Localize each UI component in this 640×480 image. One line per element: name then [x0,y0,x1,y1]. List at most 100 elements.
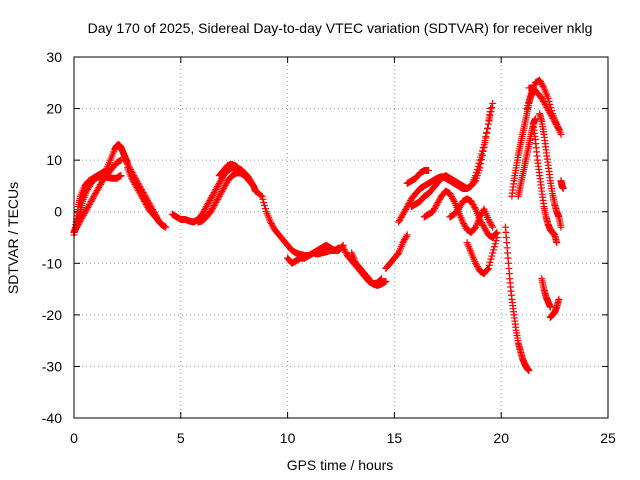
data-point [80,210,88,218]
data-point [489,99,497,107]
data-point [203,201,211,209]
data-point [460,221,468,229]
data-point [557,223,565,231]
y-tick-label: 0 [54,204,62,220]
data-series-arc-23 [514,115,539,200]
data-point [478,220,486,228]
data-point [433,200,441,208]
data-point [83,205,91,213]
data-point [75,219,83,227]
data-point [134,185,142,193]
data-point [88,196,96,204]
data-point [261,202,269,210]
data-point [478,150,486,158]
data-point [213,184,221,192]
data-point [400,209,408,217]
chart-title: Day 170 of 2025, Sidereal Day-to-day VTE… [88,20,593,36]
data-point [267,218,275,226]
data-point [549,114,557,122]
x-tick-label: 10 [280,430,296,446]
data-point [89,194,97,202]
data-point [525,98,533,106]
x-tick-label: 5 [177,430,185,446]
data-point [205,198,213,206]
data-point [338,242,346,250]
data-point [216,178,224,186]
data-series-arc-25 [525,84,563,133]
data-point [473,165,481,173]
data-point [472,172,480,180]
data-points [70,76,567,375]
data-point [472,261,480,269]
data-point [212,198,220,206]
data-point [342,248,350,256]
data-point [474,162,482,170]
data-series-arc-30 [557,177,567,193]
data-point [207,208,215,216]
data-point [481,137,489,145]
data-point [431,205,439,213]
data-point [207,195,215,203]
data-point [457,200,465,208]
data-point [208,205,216,213]
data-series-arc-20 [403,166,433,187]
data-point [544,105,552,113]
data-point [488,104,496,112]
data-point [488,222,496,230]
data-point [486,112,494,120]
data-point [557,130,565,138]
data-point [135,187,143,195]
data-point [138,193,146,201]
data-point [132,182,140,190]
data-series-arc-26 [529,120,561,247]
data-point [396,216,404,224]
data-point [489,249,497,257]
y-tick-label: 30 [46,49,62,65]
data-point [201,206,209,214]
data-point [429,208,437,216]
data-point [258,192,266,200]
data-point [554,124,562,132]
data-point [220,183,228,191]
data-point [199,209,207,217]
data-point [486,219,494,227]
data-point [78,214,86,222]
data-point [217,189,225,197]
data-point [484,215,492,223]
data-point [526,92,534,100]
data-point [214,181,222,189]
y-axis-label: SDTVAR / TECUs [5,182,21,294]
data-point [487,108,495,116]
data-point [261,205,269,213]
data-point [94,185,102,193]
data-point [537,78,545,86]
data-point [85,202,93,210]
data-point [467,197,475,205]
data-point [131,180,139,188]
data-point [555,125,563,133]
data-point [198,210,206,218]
data-point [162,223,170,231]
data-point [96,182,104,190]
y-tick-label: -20 [42,307,62,323]
data-point [402,206,410,214]
data-point [143,202,151,210]
data-point [401,236,409,244]
data-point [402,234,410,242]
data-point [214,182,222,190]
data-point [87,197,95,205]
data-point [259,195,267,203]
data-point [382,277,390,285]
data-point [208,192,216,200]
data-point [545,108,553,116]
data-point [435,197,443,205]
data-point [90,193,98,201]
data-point [268,221,276,229]
data-point [98,177,106,185]
data-point [546,110,554,118]
tick-labels: 0 5 10 15 20 25 -40 -30 -20 -10 0 10 20 30 [42,49,616,446]
data-series-arc-28 [538,275,554,311]
data-point [525,367,533,375]
data-point [85,200,93,208]
